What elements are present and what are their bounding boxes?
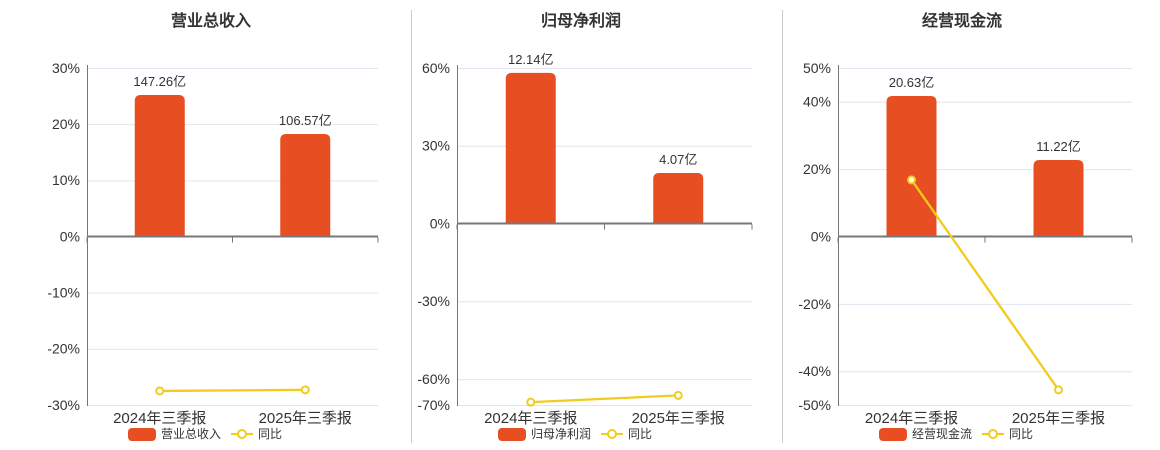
bar-2024年三季报[interactable] (505, 72, 556, 224)
y-tick-label: 30% (52, 60, 80, 76)
bar-2025年三季报[interactable] (280, 134, 331, 237)
y-tick-label: 60% (422, 60, 450, 76)
bar-legend-swatch-icon (497, 427, 526, 441)
yoy-line (530, 394, 679, 404)
bar-value-label: 147.26亿 (133, 73, 187, 89)
yoy-marker[interactable] (155, 386, 165, 396)
x-axis-label: 2024年三季报 (484, 410, 578, 427)
y-tick-label: 0% (60, 228, 80, 244)
yoy-line-legend-icon (982, 427, 1004, 441)
chart-title-total-revenue: 营业总收入 (170, 13, 252, 30)
legend: 营业总收入 同比 (127, 427, 282, 441)
bar-2025年三季报[interactable] (1033, 160, 1084, 237)
bar-2024年三季报[interactable] (134, 94, 185, 237)
legend-entry-bar[interactable]: 经营现金流 (878, 427, 972, 441)
legend-entry-yoy[interactable]: 同比 (601, 427, 652, 441)
bar-value-label: 12.14亿 (507, 51, 554, 67)
bar-value-label: 11.22亿 (1036, 139, 1081, 154)
bar-value-label: 20.63亿 (888, 74, 935, 90)
y-tick-label: 0% (430, 215, 450, 231)
y-tick-label: -30% (47, 397, 80, 413)
legend-label: 同比 (1009, 427, 1034, 441)
bar-legend-swatch-icon (127, 427, 156, 441)
y-tick-label: -30% (417, 293, 450, 309)
bar-value-label: 4.07亿 (659, 151, 698, 167)
bar-2025年三季报[interactable] (653, 172, 704, 224)
y-tick-label: -70% (417, 397, 450, 413)
yoy-line-legend-icon (601, 427, 623, 441)
y-tick-label: 40% (803, 94, 831, 110)
y-tick-label: 20% (52, 116, 80, 132)
yoy-line-legend-icon (231, 427, 253, 441)
chart-title-operating-cash-flow: 经营现金流 (921, 13, 1003, 30)
yoy-marker[interactable] (907, 175, 916, 185)
legend-entry-bar[interactable]: 营业总收入 (127, 427, 221, 441)
x-axis-label: 2024年三季报 (113, 410, 207, 427)
y-tick-label: -60% (417, 371, 450, 387)
y-tick-label: -40% (798, 363, 831, 379)
y-tick-label: 30% (422, 138, 450, 154)
legend: 经营现金流 同比 (878, 427, 1033, 441)
yoy-marker[interactable] (1054, 385, 1063, 395)
y-tick-label: -10% (47, 285, 80, 301)
x-axis-label: 2025年三季报 (258, 410, 352, 427)
y-tick-label: 0% (811, 228, 831, 244)
y-tick-label: 50% (803, 60, 831, 76)
panel-divider (411, 10, 412, 443)
yoy-marker[interactable] (526, 397, 536, 407)
x-axis-label: 2025年三季报 (1011, 410, 1106, 427)
y-tick-label: 10% (52, 172, 80, 188)
legend-entry-yoy[interactable]: 同比 (231, 427, 282, 441)
yoy-line (159, 388, 306, 393)
chart-title-net-profit: 归母净利润 (540, 13, 622, 30)
legend-entry-yoy[interactable]: 同比 (982, 427, 1033, 441)
bar-legend-swatch-icon (878, 427, 907, 441)
legend-label: 经营现金流 (911, 427, 972, 441)
legend-label: 营业总收入 (160, 427, 221, 441)
legend: 归母净利润 同比 (497, 427, 652, 441)
yoy-line (910, 179, 1060, 391)
yoy-marker[interactable] (300, 385, 310, 395)
legend-label: 同比 (258, 427, 283, 441)
bar-2024年三季报[interactable] (886, 95, 937, 237)
y-tick-label: -50% (798, 397, 831, 413)
yoy-marker[interactable] (673, 390, 683, 400)
panel-divider (782, 10, 783, 443)
x-axis-label: 2024年三季报 (864, 410, 959, 427)
legend-label: 同比 (628, 427, 653, 441)
legend-entry-bar[interactable]: 归母净利润 (497, 427, 591, 441)
legend-label: 归母净利润 (530, 427, 591, 441)
y-tick-label: 20% (803, 161, 831, 177)
y-tick-label: -20% (798, 296, 831, 312)
x-axis-label: 2025年三季报 (631, 410, 725, 427)
bar-value-label: 106.57亿 (278, 113, 332, 129)
y-tick-label: -20% (47, 341, 80, 357)
